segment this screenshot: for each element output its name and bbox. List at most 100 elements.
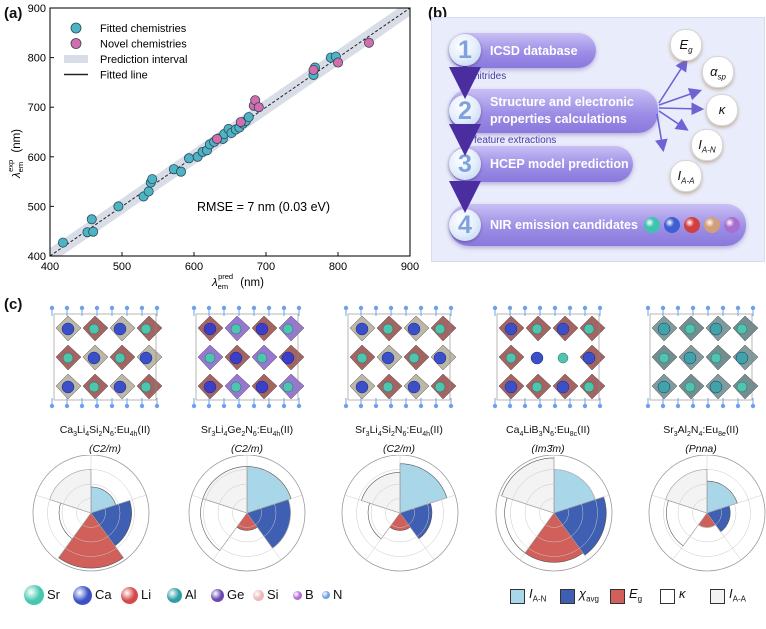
- y-tick-label-5: 900: [28, 3, 46, 15]
- panel-label-a: (a): [4, 5, 23, 22]
- crystal-structure-2: [191, 305, 305, 409]
- x-tick-label-4: 800: [329, 261, 347, 273]
- element-ball-al: [167, 587, 182, 603]
- element-ball-n: [322, 591, 330, 599]
- polar-chart-2: [188, 455, 306, 572]
- property-swatch-3: [660, 589, 675, 604]
- polar-3-sector-0: [399, 463, 448, 514]
- property-label-4: IA-A: [729, 586, 746, 604]
- structure-4-label: Ca4LiB3N6:Eu8c(II) (Im3̄m): [506, 424, 590, 456]
- element-label-sr: Sr: [47, 587, 60, 602]
- property-iaa-circle: IA-A: [670, 160, 702, 192]
- property-label-2: Eg: [629, 586, 643, 604]
- crystal-structures: [49, 305, 759, 409]
- element-label-ca: Ca: [95, 587, 112, 602]
- legend-label-2: Prediction interval: [100, 54, 187, 66]
- point-0-0: [57, 237, 68, 248]
- element-label-n: N: [333, 587, 343, 602]
- property-alpha-circle: αsp: [702, 56, 734, 88]
- x-tick-label-0: 400: [41, 261, 59, 273]
- property-ian-circle: IA-N: [691, 129, 723, 161]
- point-0-10: [176, 166, 187, 177]
- polar-4-sector-4: [501, 457, 555, 514]
- polar-2-sector-3: [200, 498, 248, 551]
- property-legend: IA-N χavg Eg κ IA-A: [510, 582, 766, 608]
- point-0-6: [143, 186, 154, 197]
- element-label-b: B: [305, 587, 314, 602]
- y-tick-label-0: 400: [28, 251, 46, 263]
- element-ball-li: [121, 586, 138, 604]
- point-1-1: [235, 117, 246, 128]
- element-ball-b: [293, 590, 302, 600]
- element-ball-si: [253, 589, 264, 601]
- candidate-balls: [644, 217, 740, 233]
- arrow-to-alpha: [658, 88, 703, 106]
- property-swatch-0: [510, 589, 525, 604]
- step-4-text: NIR emission candidates: [490, 218, 638, 232]
- y-tick-label-4: 800: [28, 53, 46, 65]
- point-1-7: [363, 37, 374, 48]
- polar-chart-5: [648, 455, 766, 572]
- x-tick-label-2: 600: [185, 261, 203, 273]
- x-tick-label-3: 700: [257, 261, 275, 273]
- element-label-li: Li: [141, 587, 152, 602]
- crystal-structure-5: [645, 305, 759, 409]
- arrow-label-feature-extractions: feature extractions: [474, 135, 557, 146]
- polar-3-sector-4: [361, 472, 401, 514]
- y-tick-label-2: 600: [28, 152, 46, 164]
- point-1-4: [253, 102, 264, 113]
- structure-2-label: Sr3Li4Ge2N6:Eu4h(II) (C2/m): [200, 424, 294, 456]
- point-0-11: [183, 153, 194, 164]
- flow-arrows: [449, 58, 705, 213]
- arrow-to-ian: [658, 110, 689, 131]
- polar-chart-3: [341, 455, 459, 572]
- candidate-ball-1: [664, 217, 680, 233]
- polar-1-sector-3: [58, 502, 92, 540]
- arrow-to-eg: [658, 58, 688, 104]
- arrow-to-kappa: [658, 102, 705, 116]
- y-axis-label: λemexp (nm): [6, 129, 25, 179]
- element-label-al: Al: [185, 587, 197, 602]
- polar-5-sector-0: [706, 480, 738, 514]
- polar-area-charts: [32, 455, 766, 572]
- point-1-5: [308, 65, 319, 76]
- rmse-annotation: RMSE = 7 nm (0.03 eV): [197, 200, 330, 214]
- step-2-text: Structure and electronic properties calc…: [490, 95, 634, 126]
- candidate-ball-3: [704, 217, 720, 233]
- polar-chart-4: [495, 455, 613, 572]
- legend-label-3: Fitted line: [100, 70, 148, 82]
- legend-marker-1: [70, 38, 82, 49]
- crystal-structure-1: [49, 305, 163, 409]
- polar-2-sector-0: [246, 466, 292, 514]
- step-3-text: HCEP model prediction: [490, 157, 629, 171]
- element-legend: Sr Ca Li Al Ge Si B N: [24, 582, 364, 608]
- candidate-ball-2: [684, 217, 700, 233]
- property-swatch-2: [610, 589, 625, 604]
- element-label-si: Si: [267, 587, 279, 602]
- candidate-ball-0: [644, 217, 660, 233]
- step-4-number: 4: [449, 209, 481, 241]
- element-ball-ca: [73, 585, 92, 605]
- fitted-line: [50, 8, 410, 256]
- property-swatch-4: [710, 589, 725, 604]
- x-tick-label-1: 500: [113, 261, 131, 273]
- x-axis-label: λempred (nm): [211, 272, 264, 291]
- point-0-3: [86, 214, 97, 225]
- x-tick-label-5: 900: [401, 261, 419, 273]
- plot-frame: [49, 7, 411, 257]
- property-label-0: IA-N: [529, 586, 547, 604]
- point-1-0: [212, 133, 223, 144]
- step-1-number: 1: [449, 34, 481, 66]
- arrow-to-iaa: [655, 113, 668, 153]
- step-2-number: 2: [449, 95, 481, 127]
- point-0-8: [147, 174, 158, 185]
- polar-2-sector-4: [202, 466, 248, 514]
- point-1-6: [332, 57, 343, 68]
- y-tick-label-3: 700: [28, 102, 46, 114]
- property-label-1: χavg: [579, 586, 600, 604]
- legend-label-0: Fitted chemistries: [100, 23, 187, 35]
- legend-marker-2: [64, 55, 88, 63]
- polar-chart-1: [32, 455, 150, 572]
- polar-4-sector-3: [504, 497, 555, 554]
- structure-1-label: Ca3Li4Si2N6:Eu4h(II) (C2/m): [59, 424, 151, 456]
